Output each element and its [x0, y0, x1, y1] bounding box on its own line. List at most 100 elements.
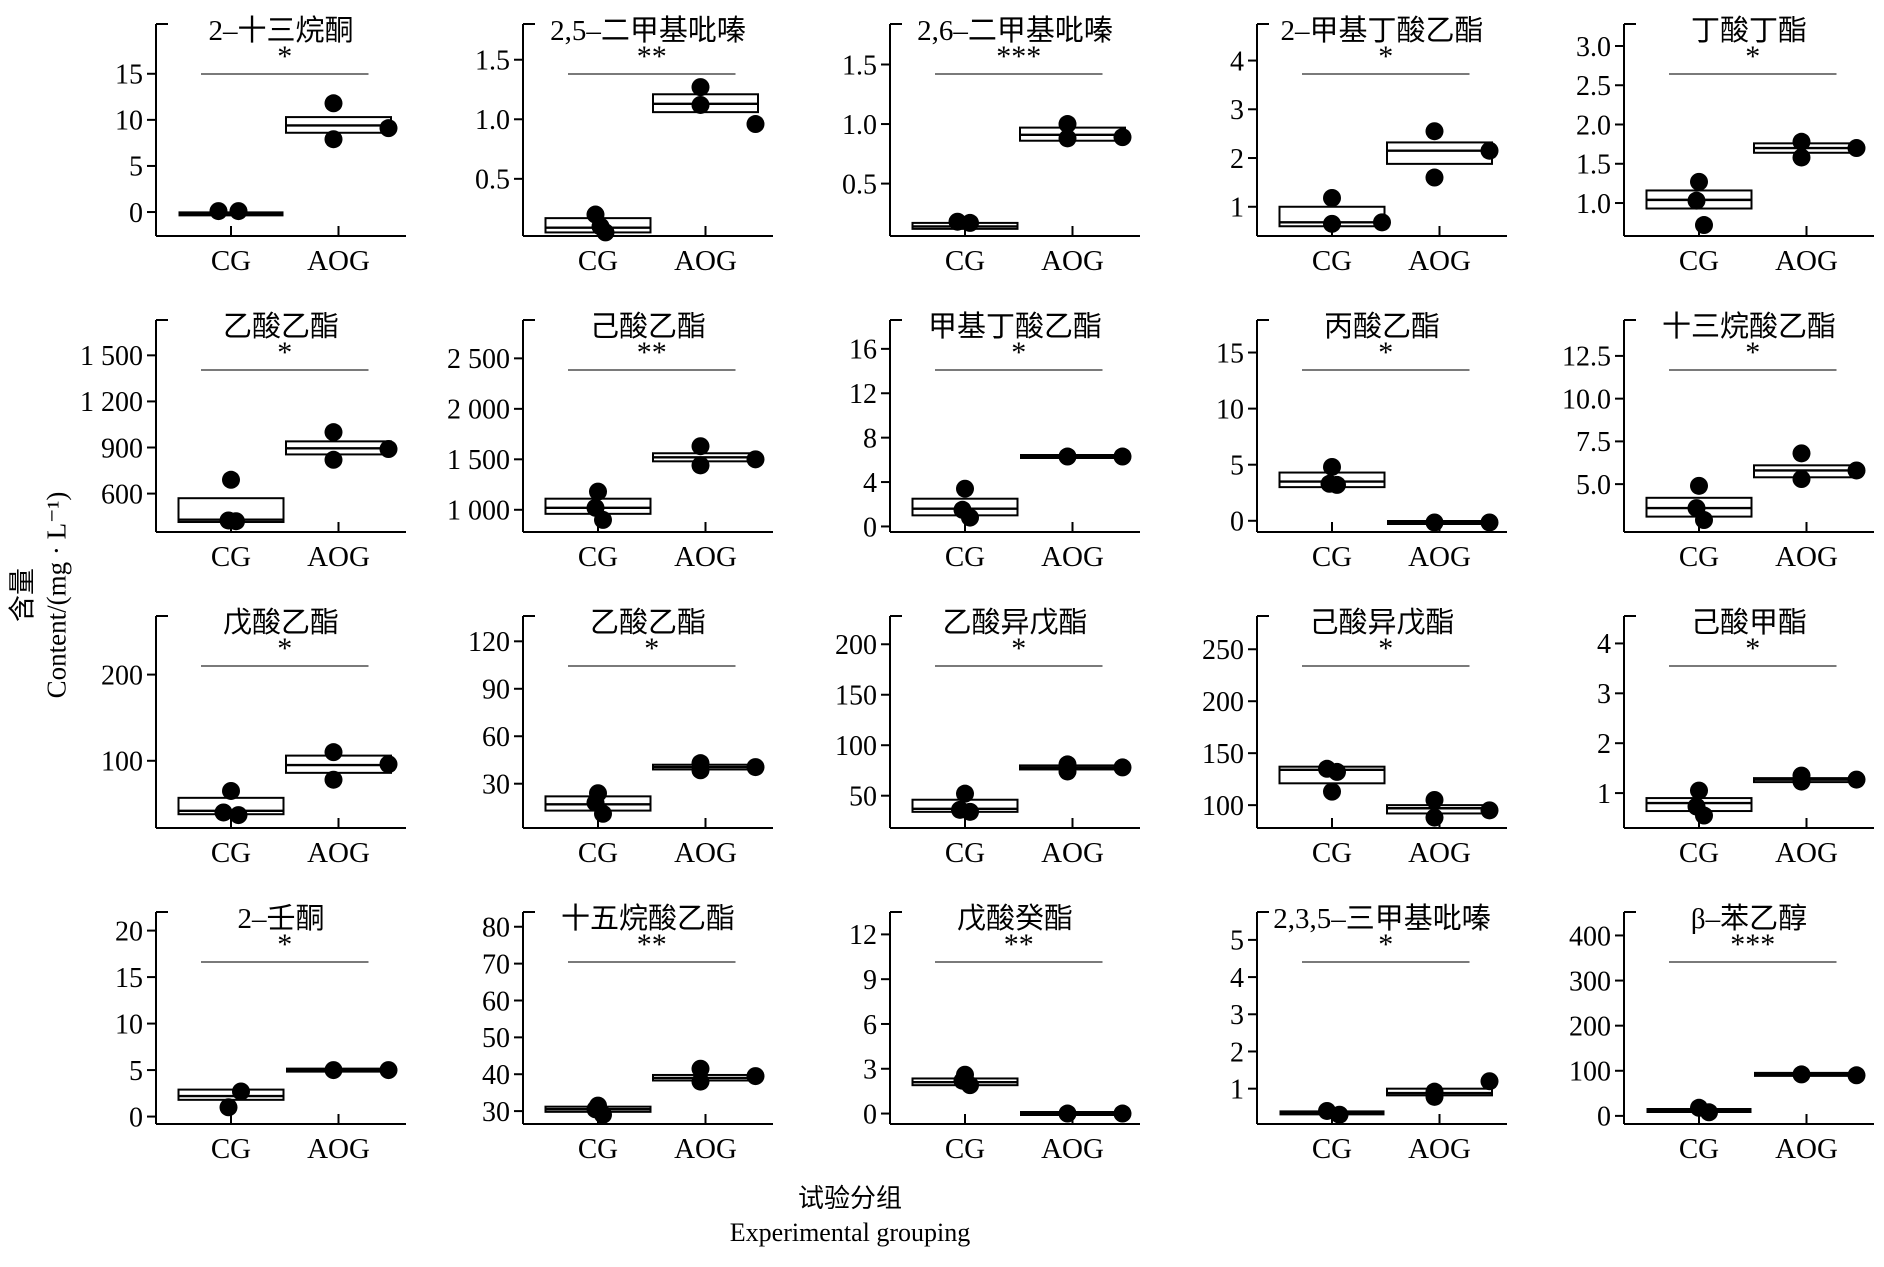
data-point-cg	[232, 1082, 250, 1101]
group-label-cg: CG	[945, 1133, 985, 1165]
y-tick-label: 2.0	[1576, 110, 1611, 141]
significance-stars: *	[277, 632, 292, 665]
data-point-aog	[1792, 444, 1811, 463]
y-tick-label: 100	[1569, 1057, 1611, 1088]
y-tick-label: 1	[1597, 779, 1611, 810]
y-tick-label: 2 000	[447, 395, 510, 426]
significance-stars: *	[1378, 928, 1393, 961]
box-aog	[1386, 141, 1493, 165]
group-label-aog: AOG	[1041, 541, 1104, 573]
data-point-aog	[746, 450, 765, 469]
y-tick-label: 3	[863, 1055, 877, 1086]
panel-title: 2–壬酮	[237, 903, 324, 935]
data-point-cg	[229, 806, 248, 825]
data-point-aog	[1058, 447, 1077, 466]
y-tick-label: 70	[482, 949, 510, 980]
data-point-cg	[1695, 216, 1713, 235]
panel-title: β–苯乙醇	[1691, 902, 1807, 935]
group-label-aog: AOG	[1041, 1133, 1104, 1165]
data-point-cg	[1690, 476, 1708, 495]
significance-stars: *	[1745, 336, 1760, 369]
data-point-cg	[594, 510, 612, 529]
panel-title: 己酸甲酯	[1691, 606, 1807, 639]
panel-1: 0 5 10 15 CG AOG 2–十三烷酮*	[115, 14, 406, 277]
y-tick-label: 5	[129, 152, 143, 183]
group-label-aog: AOG	[1775, 245, 1838, 277]
group-label-cg: CG	[1312, 245, 1352, 277]
panel-title: 2–甲基丁酸乙酯	[1280, 14, 1483, 47]
group-label-cg: CG	[1312, 1133, 1352, 1165]
y-tick-label: 5	[1230, 926, 1244, 957]
significance-stars: *	[644, 632, 659, 665]
data-point-cg	[1323, 188, 1341, 207]
significance-stars: *	[1011, 632, 1026, 665]
group-label-aog: AOG	[1041, 837, 1104, 869]
y-tick-label: 0.5	[842, 169, 877, 200]
data-point-aog	[1792, 1065, 1811, 1084]
y-tick-label: 1.0	[1576, 189, 1611, 220]
data-point-aog	[324, 130, 343, 149]
data-point-aog	[379, 440, 398, 459]
panel-4: 1 2 3 4 CG AOG 2–甲基丁酸乙酯*	[1230, 14, 1507, 277]
group-label-cg: CG	[1312, 541, 1352, 573]
y-tick-label: 60	[482, 986, 510, 1017]
y-tick-label: 1	[1230, 193, 1244, 224]
data-point-aog	[691, 1059, 710, 1078]
x-axis-label: 试验分组 Experimental grouping	[0, 1182, 1700, 1250]
data-point-aog	[324, 423, 343, 442]
y-tick-label: 300	[1569, 966, 1611, 997]
y-tick-label: 30	[482, 1097, 510, 1128]
significance-stars: **	[637, 928, 667, 961]
panel-3: 0.5 1.0 1.5 CG AOG 2,6–二甲基吡嗪***	[842, 14, 1140, 277]
y-tick-label: 150	[1202, 739, 1244, 770]
data-point-cg	[589, 482, 607, 501]
significance-stars: ***	[1730, 928, 1775, 961]
data-point-cg	[209, 202, 228, 221]
data-point-cg	[1373, 213, 1391, 232]
significance-stars: ***	[996, 40, 1041, 73]
y-tick-label: 10	[115, 106, 143, 137]
panel-7: 1 000 1 500 2 000 2 500 CG AOG 己酸乙酯**	[447, 310, 773, 573]
group-label-aog: AOG	[674, 245, 737, 277]
data-point-aog	[324, 94, 343, 113]
y-tick-label: 16	[849, 335, 877, 366]
y-tick-label: 3.0	[1576, 32, 1611, 63]
y-tick-label: 1 500	[80, 341, 143, 372]
data-point-cg	[1328, 475, 1346, 494]
data-point-cg	[1690, 781, 1708, 800]
y-tick-label: 6	[863, 1010, 877, 1041]
significance-stars: *	[277, 928, 292, 961]
group-label-cg: CG	[1679, 1133, 1719, 1165]
y-tick-label: 4	[1230, 963, 1244, 994]
data-point-aog	[1847, 770, 1866, 789]
y-tick-label: 1 200	[80, 387, 143, 418]
panel-title: 2,5–二甲基吡嗪	[550, 14, 746, 47]
data-point-aog	[1847, 139, 1866, 158]
group-label-cg: CG	[1312, 837, 1352, 869]
data-point-cg	[961, 508, 979, 527]
data-point-cg	[1695, 806, 1713, 825]
data-point-aog	[1847, 1066, 1866, 1085]
panel-11: 100 200 CG AOG 戊酸乙酯*	[101, 606, 406, 869]
group-label-aog: AOG	[307, 541, 370, 573]
panel-6: 600 900 1 200 1 500 CG AOG 乙酸乙酯*	[80, 310, 406, 573]
panel-13: 50 100 150 200 CG AOG 乙酸异戊酯*	[835, 606, 1140, 869]
data-point-aog	[1792, 148, 1811, 167]
significance-stars: *	[1745, 40, 1760, 73]
group-label-aog: AOG	[1408, 541, 1471, 573]
panel-15: 1 2 3 4 CG AOG 己酸甲酯*	[1597, 606, 1874, 869]
data-point-aog	[746, 115, 765, 134]
data-point-aog	[691, 437, 710, 456]
group-label-cg: CG	[211, 837, 251, 869]
y-tick-label: 50	[482, 1023, 510, 1054]
y-tick-label: 80	[482, 913, 510, 944]
data-point-aog	[1480, 141, 1499, 160]
data-point-aog	[1425, 808, 1444, 827]
data-point-cg	[219, 1098, 238, 1117]
group-label-cg: CG	[1679, 837, 1719, 869]
panel-10: 5.0 7.5 10.0 12.5 CG AOG 十三烷酸乙酯*	[1562, 310, 1874, 573]
group-label-aog: AOG	[1408, 837, 1471, 869]
data-point-aog	[1425, 168, 1444, 187]
group-label-cg: CG	[578, 541, 618, 573]
data-point-aog	[1480, 801, 1499, 820]
